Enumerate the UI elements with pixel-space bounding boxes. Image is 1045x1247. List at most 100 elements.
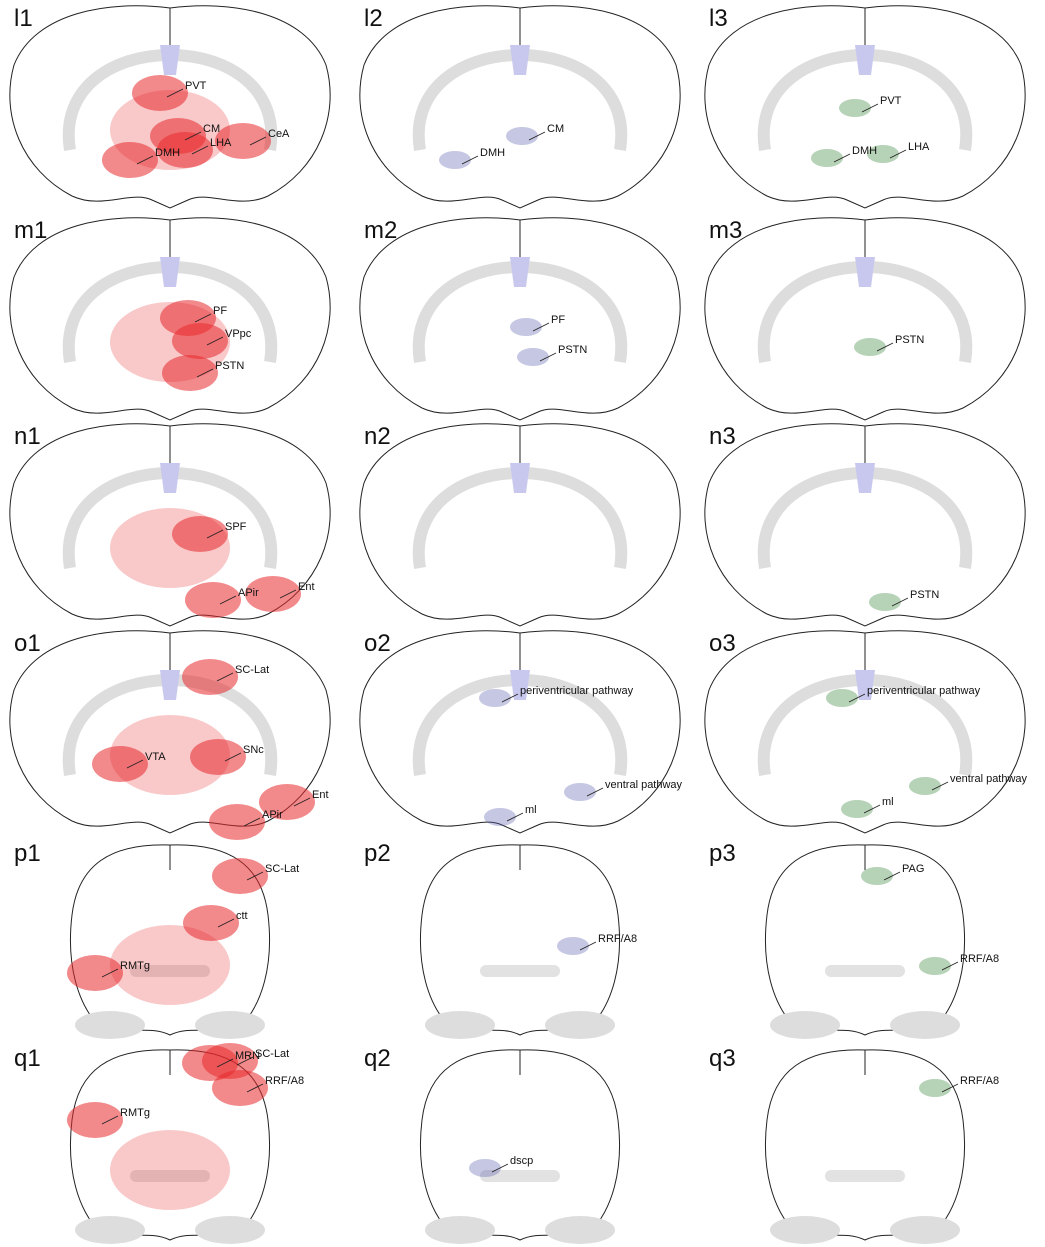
region-label: PSTN (558, 344, 587, 356)
region-label: PF (213, 305, 227, 317)
section-fill (360, 631, 680, 833)
signal (479, 689, 511, 707)
region-label: CeA (268, 128, 290, 140)
signal (67, 1102, 123, 1138)
region-label: VPpc (225, 328, 252, 340)
panel: n3 PSTN (705, 423, 1025, 626)
signal (869, 593, 901, 611)
panel: p1SC-LatcttRMTg (14, 840, 299, 1039)
panel-id: q1 (14, 1045, 41, 1072)
region-label: PF (551, 314, 565, 326)
signal (841, 800, 873, 818)
signal (919, 957, 951, 975)
panel: l1 PVT CM DMH LHA CeA (10, 5, 330, 208)
signal (209, 804, 265, 840)
panel-id: o1 (14, 630, 41, 657)
panel: n1SPFAPirEnt (10, 423, 330, 626)
section-fill (360, 6, 680, 208)
region-label: SC-Lat (255, 1048, 289, 1060)
signal (909, 777, 941, 795)
panel-id: q2 (364, 1045, 391, 1072)
cerebellar-tract (890, 1011, 960, 1039)
region-label: RMTg (120, 960, 150, 972)
panel: o3periventricular pathwayventral pathway… (705, 630, 1028, 833)
region-label: PVT (185, 80, 207, 92)
panel: l2CMDMH (360, 5, 680, 208)
signal (185, 582, 241, 618)
cerebellar-tract (75, 1216, 145, 1244)
figure: l1 PVT CM DMH LHA CeA l2CMDMH l3 PVT DMH LHA m1 PF VP… (0, 0, 1045, 1247)
region-label: periventricular pathway (520, 685, 634, 697)
panel-id: p3 (709, 840, 736, 867)
panel-id: n2 (364, 423, 391, 450)
region-label: SC-Lat (235, 664, 269, 676)
panel: n2 (360, 423, 680, 626)
signal (110, 1130, 230, 1210)
cerebellar-tract (545, 1216, 615, 1244)
region-label: PSTN (895, 334, 924, 346)
signal (557, 937, 589, 955)
region-label: APir (238, 587, 259, 599)
region-label: RRF/A8 (960, 1075, 999, 1087)
panel-id: n1 (14, 423, 41, 450)
region-label: RRF/A8 (960, 953, 999, 965)
cerebellar-tract (425, 1011, 495, 1039)
cerebellar-tract (195, 1216, 265, 1244)
signal (110, 302, 230, 382)
signal (811, 149, 843, 167)
panel: m3 PSTN (705, 217, 1025, 420)
panel-id: m3 (709, 217, 742, 244)
panel: p3PAGRRF/A8 (709, 840, 999, 1039)
region-label: Ent (312, 789, 329, 801)
signal (861, 867, 893, 885)
region-label: CM (203, 123, 220, 135)
region-label: LHA (908, 141, 930, 153)
panel-id: n3 (709, 423, 736, 450)
region-label: ml (882, 796, 894, 808)
cerebellar-tract (425, 1216, 495, 1244)
section-fill (705, 424, 1025, 626)
panel: m2 PF PSTN (360, 217, 680, 420)
section-fill (420, 845, 619, 1035)
panel: q2 dscp (364, 1045, 620, 1244)
region-label: RMTg (120, 1107, 150, 1119)
tract (825, 965, 905, 977)
panel-id: l1 (14, 5, 33, 32)
panel-id: o3 (709, 630, 736, 657)
cerebellar-tract (195, 1011, 265, 1039)
region-label: SNc (243, 744, 264, 756)
region-label: ventral pathway (605, 779, 683, 791)
panel-id: m1 (14, 217, 47, 244)
signal (854, 338, 886, 356)
panel-id: l3 (709, 5, 728, 32)
cerebellar-tract (545, 1011, 615, 1039)
region-label: LHA (210, 137, 232, 149)
cerebellar-tract (770, 1216, 840, 1244)
section-fill (705, 218, 1025, 420)
panel: m1PFVPpcPSTN (10, 217, 330, 420)
signal (212, 858, 268, 894)
region-label: DMH (480, 147, 505, 159)
region-label: RRF/A8 (598, 933, 637, 945)
signal (469, 1159, 501, 1177)
signal (484, 808, 516, 826)
region-label: PSTN (910, 589, 939, 601)
signal (839, 99, 871, 117)
region-label: PVT (880, 95, 902, 107)
tract (480, 965, 560, 977)
region-label: ctt (236, 910, 248, 922)
panel-id: o2 (364, 630, 391, 657)
region-label: dscp (510, 1155, 533, 1167)
signal (212, 1070, 268, 1106)
region-label: MRN (235, 1050, 260, 1062)
signal (110, 508, 230, 588)
region-label: ventral pathway (950, 773, 1028, 785)
panel-id: p2 (364, 840, 391, 867)
region-label: DMH (155, 147, 180, 159)
cerebellar-tract (75, 1011, 145, 1039)
tract (825, 1170, 905, 1182)
panel-id: m2 (364, 217, 397, 244)
panel-id: q3 (709, 1045, 736, 1072)
signal (182, 659, 238, 695)
region-label: DMH (852, 145, 877, 157)
